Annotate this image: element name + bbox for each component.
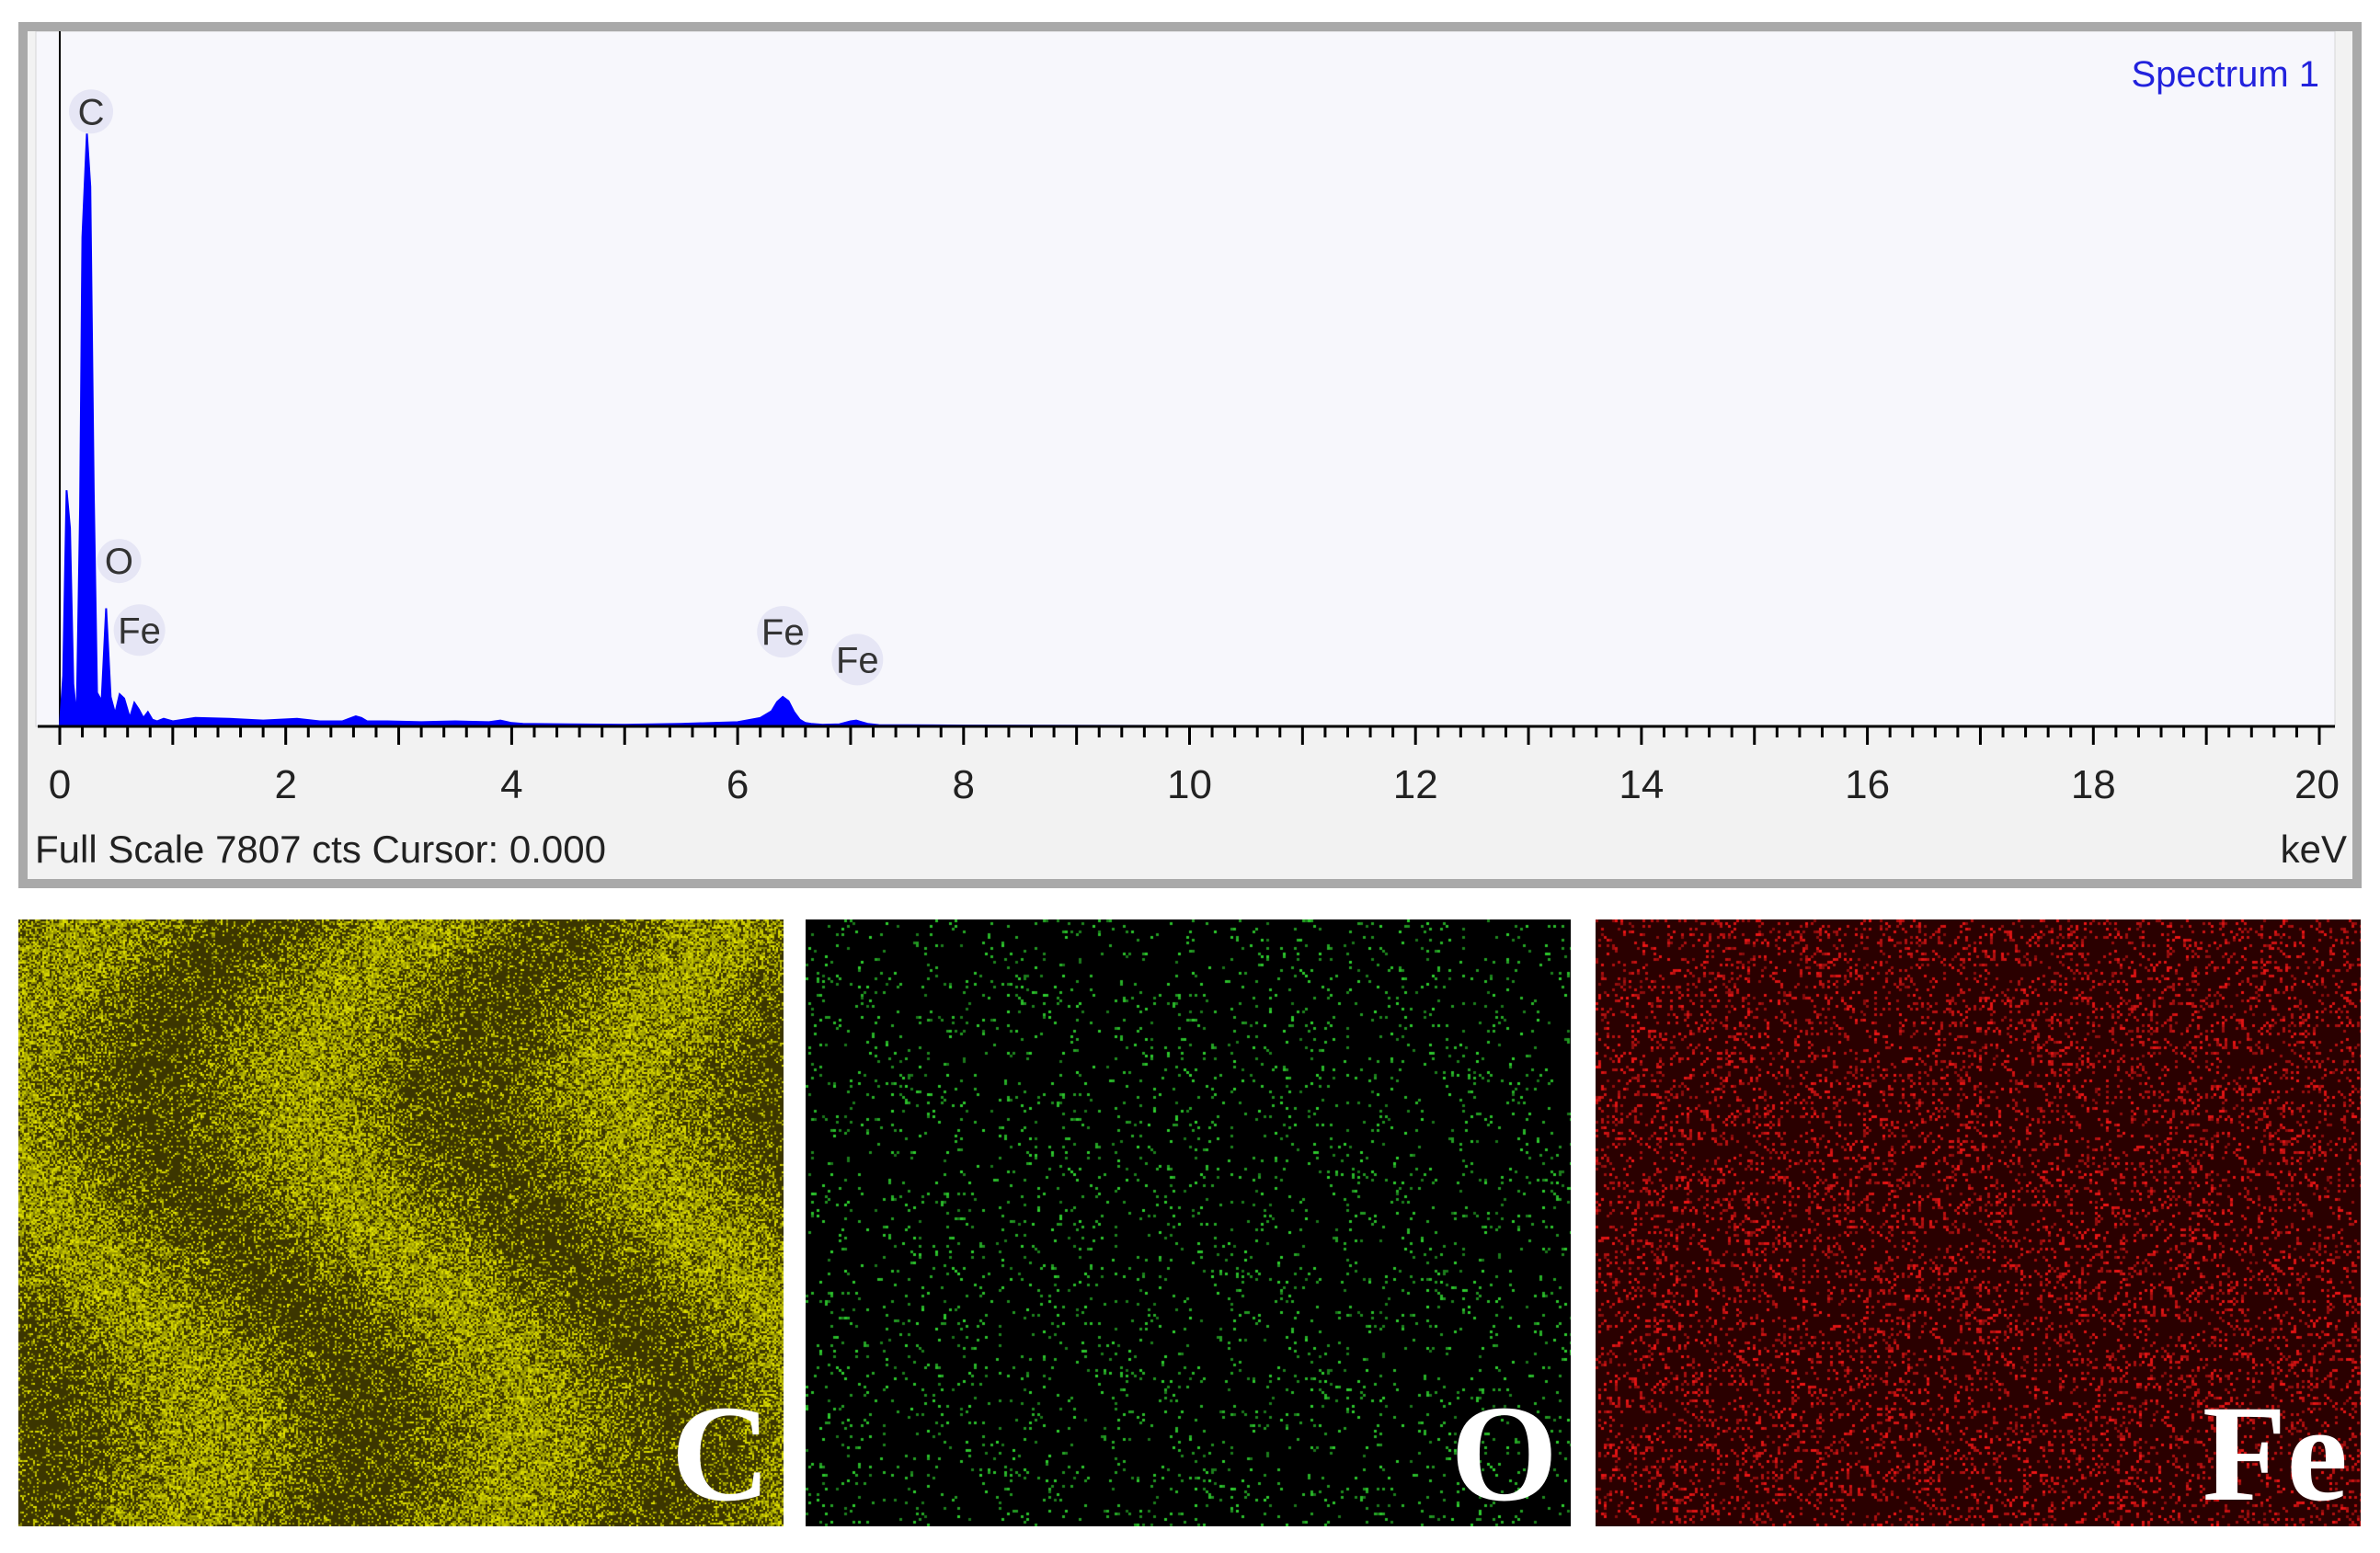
peak-label-halo bbox=[757, 606, 809, 658]
x-axis-ticks bbox=[58, 726, 2321, 745]
peak-label: Fe bbox=[113, 604, 166, 657]
peak-label-halo bbox=[97, 539, 142, 584]
series-layer bbox=[58, 133, 2320, 727]
x-tick-label: 20 bbox=[2294, 762, 2340, 807]
peak-label-halo bbox=[831, 634, 884, 686]
x-tick-label: 2 bbox=[274, 762, 296, 807]
carbon-element-map: C bbox=[18, 919, 784, 1526]
peak-label: O bbox=[97, 539, 142, 584]
peak-label: Fe bbox=[757, 606, 809, 658]
peak-labels: C O Fe Fe Fe bbox=[69, 89, 884, 686]
x-tick-label: 14 bbox=[1619, 762, 1664, 807]
peak-label-text: Fe bbox=[118, 611, 161, 651]
x-tick-label: 16 bbox=[1845, 762, 1890, 807]
spectrum-title: Spectrum 1 bbox=[2131, 54, 2319, 95]
x-axis-label: keV bbox=[2281, 828, 2347, 871]
iron-map-label: Fe bbox=[2202, 1377, 2348, 1526]
carbon-map-label: C bbox=[670, 1377, 771, 1526]
x-tick-label: 6 bbox=[727, 762, 749, 807]
peak-label: Fe bbox=[831, 634, 884, 686]
peak-label-text: Fe bbox=[761, 612, 805, 653]
oxygen-element-map: O bbox=[806, 919, 1571, 1526]
eds-spectrum-chart: 0 2 4 6 8 10 12 14 16 18 20 C O Fe Fe Fe Spectrum 1 Fu… bbox=[35, 31, 2347, 871]
x-tick-label: 8 bbox=[953, 762, 975, 807]
peak-label-text: C bbox=[78, 92, 105, 132]
plot-area-background bbox=[35, 31, 2336, 727]
x-tick-label: 0 bbox=[49, 762, 71, 807]
spectrum-panel: 0 2 4 6 8 10 12 14 16 18 20 C O Fe Fe Fe Spectrum 1 Fu… bbox=[28, 31, 2352, 879]
oxygen-map-image bbox=[806, 919, 1571, 1526]
peak-label: C bbox=[69, 89, 114, 134]
x-tick-label: 4 bbox=[500, 762, 522, 807]
x-tick-label: 18 bbox=[2071, 762, 2116, 807]
x-axis-tick-labels: 0 2 4 6 8 10 12 14 16 18 20 bbox=[49, 762, 2340, 807]
x-tick-label: 12 bbox=[1393, 762, 1438, 807]
peak-label-halo bbox=[69, 89, 114, 134]
carbon-map-image bbox=[18, 919, 784, 1526]
iron-map-image bbox=[1596, 919, 2361, 1526]
spectrum-series-0 bbox=[58, 133, 2320, 727]
peak-label-halo bbox=[113, 604, 166, 657]
peak-label-text: O bbox=[105, 542, 133, 582]
peak-label-text: Fe bbox=[836, 640, 879, 680]
status-readout: Full Scale 7807 cts Cursor: 0.000 bbox=[35, 828, 606, 871]
spectrum-window: 0 2 4 6 8 10 12 14 16 18 20 C O Fe Fe Fe Spectrum 1 Fu… bbox=[18, 22, 2362, 888]
oxygen-map-label: O bbox=[1450, 1377, 1558, 1526]
x-tick-label: 10 bbox=[1167, 762, 1212, 807]
iron-element-map: Fe bbox=[1596, 919, 2361, 1526]
